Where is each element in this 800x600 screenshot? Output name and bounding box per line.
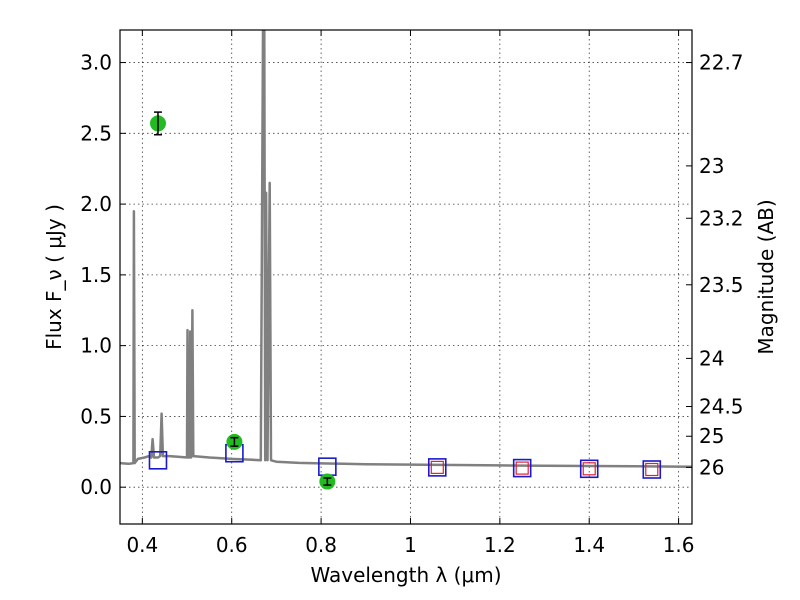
x-tick-label: 0.4 (126, 533, 158, 557)
spectrum-layer (120, 30, 692, 468)
y-tick-label: 2.5 (80, 121, 112, 145)
y-tick-label: 0.5 (80, 404, 112, 428)
model-photometry-box (579, 459, 599, 479)
y-axis-title-text: Flux F_ν ( μJy ) (42, 204, 66, 350)
y-tick-label: 1.5 (80, 263, 112, 287)
model-photometry-box (148, 451, 168, 470)
ticks-layer: 0.4 0.6 0.8 1 1.2 1.4 1.6 0.0 0.5 1.0 1.5 2.0 2.5 3.0… (80, 30, 744, 557)
model-photometry-inner-box (645, 462, 659, 477)
model-photometry-inner-box (430, 460, 444, 474)
y2-tick-label: 25 (699, 424, 724, 448)
observed-photometry-layer (149, 111, 336, 490)
model-photometry-box (642, 460, 662, 479)
x-tick-label: 1.2 (484, 533, 516, 557)
y2-tick-label: 26 (699, 455, 724, 479)
y-tick-label: 2.0 (80, 192, 112, 216)
grid-layer (120, 30, 692, 524)
y2-tick-label: 22.7 (699, 51, 744, 75)
x-axis-title: Wavelength λ (μm) (310, 563, 501, 587)
x-axis-title-text: Wavelength λ (μm) (310, 563, 501, 587)
x-tick-label: 1.6 (663, 533, 695, 557)
y-tick-label: 0.0 (80, 475, 112, 499)
plot-frame (119, 29, 693, 525)
x-tick-label: 1 (404, 533, 417, 557)
y2-tick-label: 24.5 (699, 395, 744, 419)
x-tick-label: 0.6 (216, 533, 248, 557)
x-tick-label: 1.4 (573, 533, 605, 557)
model-photometry-box (512, 458, 532, 478)
model-photometry-inner-box (582, 462, 596, 476)
y2-tick-label: 23.5 (699, 273, 744, 297)
y-tick-label: 3.0 (80, 51, 112, 75)
y2-tick-label: 24 (699, 346, 724, 370)
model-photometry-box (427, 458, 447, 477)
y-tick-label: 1.0 (80, 334, 112, 358)
y2-tick-label: 23 (699, 154, 724, 178)
x-tick-label: 0.8 (305, 533, 337, 557)
y2-axis-title-text: Magnitude (AB) (754, 199, 778, 354)
spectrum-line (120, 30, 692, 468)
y-axis-title: Flux F_ν ( μJy ) (42, 204, 66, 350)
y2-axis-title: Magnitude (AB) (754, 199, 778, 354)
y2-tick-label: 23.2 (699, 206, 744, 230)
model-photometry-inner-box (515, 461, 529, 475)
